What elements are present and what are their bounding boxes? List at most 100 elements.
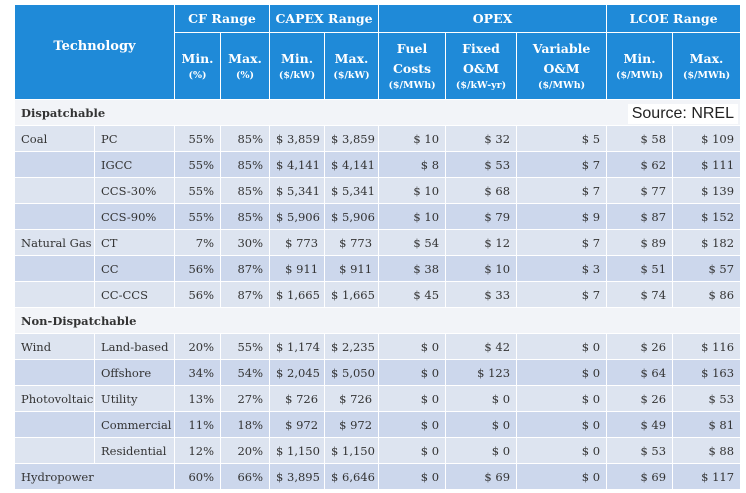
lcoe-min: $ 87 [606,203,674,230]
lcoe-max: $ 88 [672,437,742,464]
capex-max: $ 6,646 [324,463,380,490]
cf-min: 55% [174,203,222,230]
tech-name: CC-CCS [93,281,176,308]
fixed-om: $ 33 [445,281,518,308]
cf-max: 85% [220,203,271,230]
lcoe-max: $ 86 [672,281,742,308]
lcoe-max: $ 182 [672,229,742,256]
lcoe-max: $ 116 [672,333,742,360]
capex-max: $ 5,341 [324,177,380,204]
tech-name: Land-based [93,333,176,360]
lcoe-max: $ 53 [672,385,742,412]
capex-min: $ 773 [269,229,326,256]
tech-name: CCS-90% [93,203,176,230]
variable-om: $ 7 [516,151,608,178]
header-fixed-om: Fixed O&M ($/kW-yr) [445,32,518,100]
cf-min: 11% [174,411,222,438]
tech-name: CC [93,255,176,282]
capex-max: $ 3,859 [324,125,380,152]
tech-name: IGCC [93,151,176,178]
table-row: IGCC 55% 85% $ 4,141 $ 4,141 $ 8 $ 53 $ … [14,151,742,178]
tech-name: Commercial [93,411,176,438]
cf-max: 27% [220,385,271,412]
capex-min: $ 1,150 [269,437,326,464]
header-opex: OPEX [378,4,608,33]
group-label: Natural Gas [14,229,95,256]
lcoe-min: $ 64 [606,359,674,386]
fixed-om: $ 10 [445,255,518,282]
variable-om: $ 0 [516,333,608,360]
table-row: Hydropower 60% 66% $ 3,895 $ 6,646 $ 0 $… [13,463,742,490]
variable-om: $ 9 [516,203,608,230]
variable-om: $ 0 [516,385,608,412]
fuel-costs: $ 0 [378,333,447,360]
header-variable-om: Variable O&M ($/MWh) [516,32,608,100]
lcoe-min: $ 89 [606,229,674,256]
lcoe-max: $ 81 [672,411,742,438]
table-row: Natural Gas CT 7% 30% $ 773 $ 773 $ 54 $… [14,229,742,256]
cf-min: 7% [174,229,222,256]
fuel-costs: $ 0 [378,385,447,412]
capex-min: $ 2,045 [269,359,326,386]
group-label [14,359,95,386]
capex-min: $ 911 [269,255,326,282]
variable-om: $ 5 [516,125,608,152]
fuel-costs: $ 10 [378,125,447,152]
fixed-om: $ 42 [445,333,518,360]
fuel-costs: $ 0 [378,359,447,386]
fuel-costs: $ 0 [378,437,447,464]
cf-max: 85% [220,125,271,152]
variable-om: $ 0 [516,437,608,464]
header-cf-range: CF Range [174,4,271,33]
fixed-om: $ 32 [445,125,518,152]
lcoe-max: $ 111 [672,151,742,178]
lcoe-min: $ 26 [606,385,674,412]
cf-max: 20% [220,437,271,464]
lcoe-min: $ 74 [606,281,674,308]
table-row: CCS-90% 55% 85% $ 5,906 $ 5,906 $ 10 $ 7… [14,203,742,230]
group-label [14,281,95,308]
fixed-om: $ 53 [445,151,518,178]
group-label: Photovoltaic [14,385,95,412]
lcoe-max: $ 57 [672,255,742,282]
group-label [14,151,95,178]
header-lcoe-range: LCOE Range [606,4,742,33]
table-row: Photovoltaic Utility 13% 27% $ 726 $ 726… [14,385,742,412]
cf-max: 30% [220,229,271,256]
section-label: Dispatchable [13,99,742,126]
capex-min: $ 972 [269,411,326,438]
fixed-om: $ 0 [445,437,518,464]
table-row: CC-CCS 56% 87% $ 1,665 $ 1,665 $ 45 $ 33… [14,281,742,308]
cf-max: 87% [220,255,271,282]
cf-min: 12% [174,437,222,464]
fuel-costs: $ 0 [378,411,447,438]
fuel-costs: $ 8 [378,151,447,178]
table-row: Commercial 11% 18% $ 972 $ 972 $ 0 $ 0 $… [14,411,742,438]
group-label [14,255,95,282]
group-label [14,203,95,230]
header-lcoe-max: Max. ($/MWh) [672,32,742,100]
cf-min: 56% [174,281,222,308]
table-row: Offshore 34% 54% $ 2,045 $ 5,050 $ 0 $ 1… [14,359,742,386]
fuel-costs: $ 10 [378,203,447,230]
lcoe-min: $ 69 [606,463,674,490]
header-lcoe-min: Min. ($/MWh) [606,32,674,100]
capex-max: $ 726 [324,385,380,412]
lcoe-min: $ 58 [606,125,674,152]
variable-om: $ 0 [516,359,608,386]
cf-min: 55% [174,177,222,204]
lcoe-max: $ 152 [672,203,742,230]
cf-max: 85% [220,151,271,178]
lcoe-min: $ 51 [606,255,674,282]
variable-om: $ 7 [516,281,608,308]
variable-om: $ 0 [516,411,608,438]
section-label: Non-Dispatchable [13,307,742,334]
header-cf-max: Max. (%) [220,32,271,100]
fixed-om: $ 79 [445,203,518,230]
group-label: Wind [14,333,95,360]
header-cf-min: Min. (%) [174,32,222,100]
table-row: Wind Land-based 20% 55% $ 1,174 $ 2,235 … [14,333,742,360]
fuel-costs: $ 10 [378,177,447,204]
cf-min: 55% [174,125,222,152]
header-capex-max: Max. ($/kW) [324,32,380,100]
